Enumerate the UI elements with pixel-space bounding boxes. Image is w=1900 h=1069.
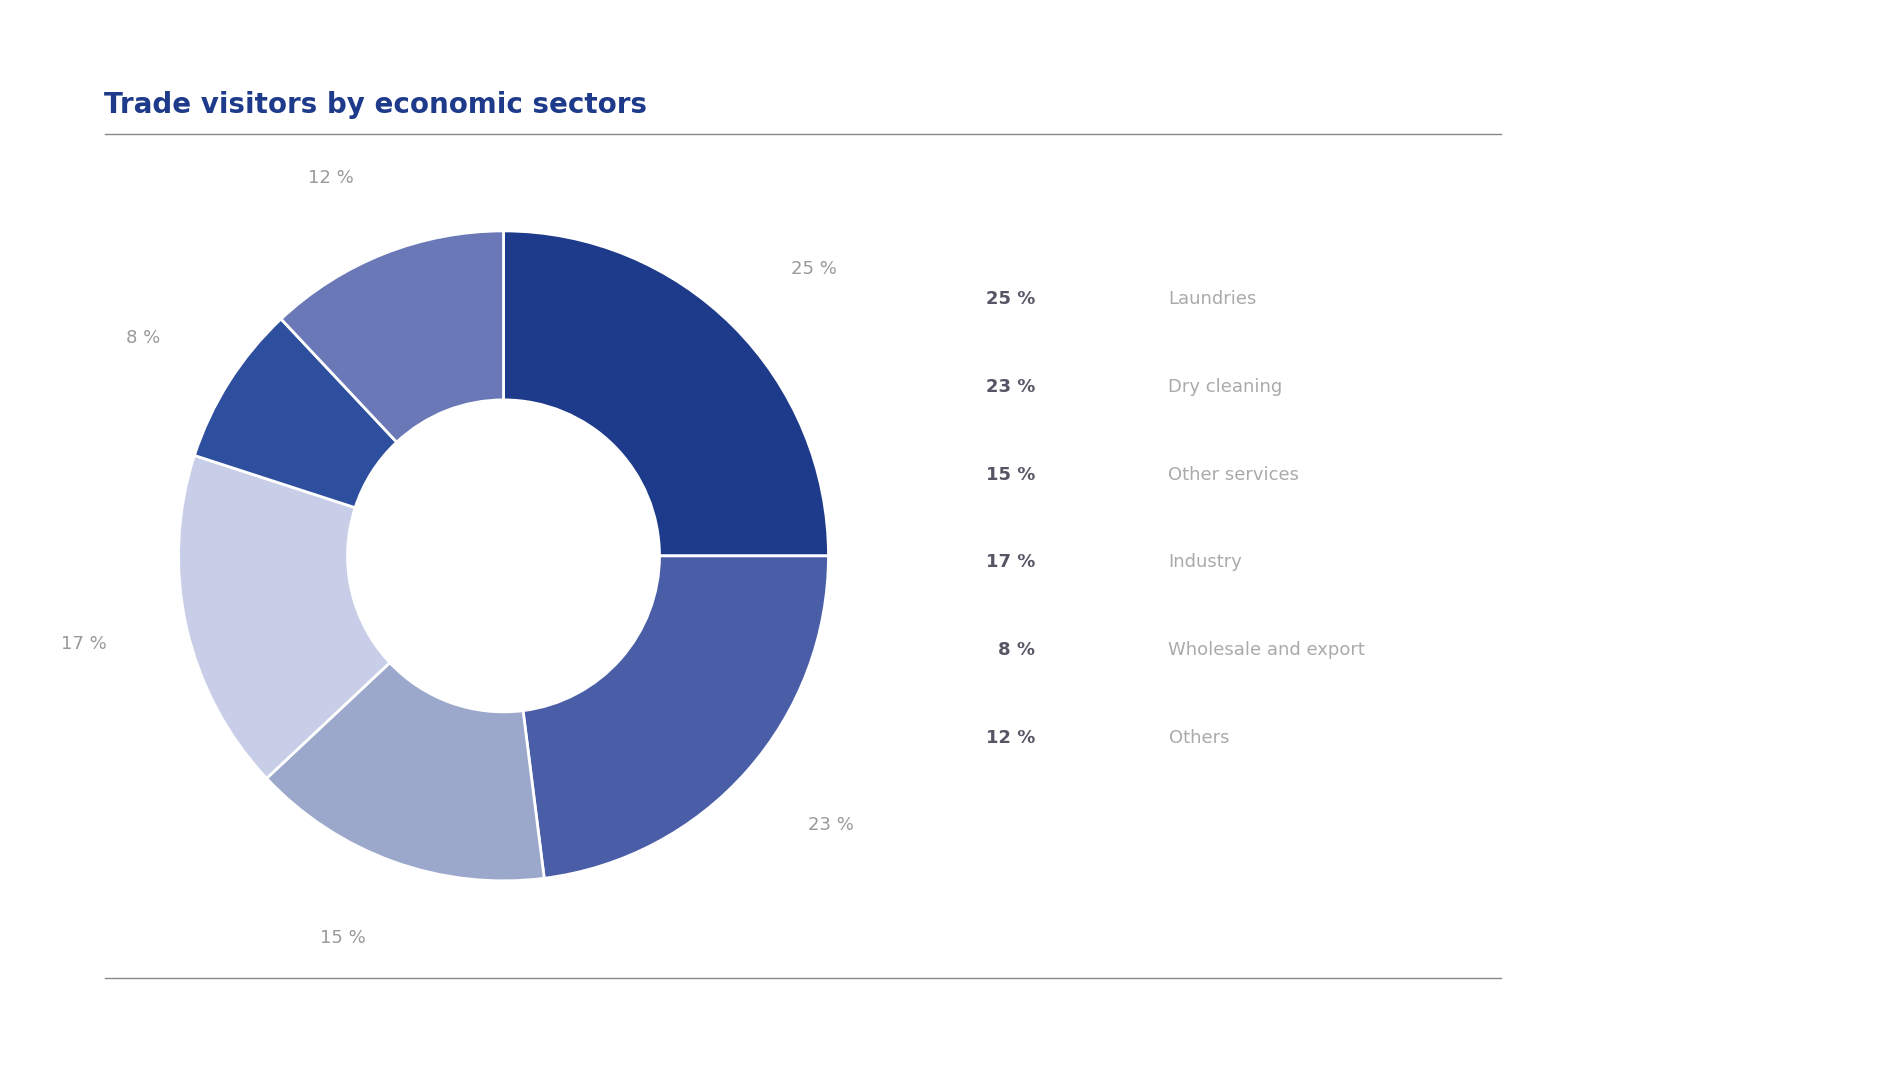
Wedge shape <box>179 455 390 778</box>
Text: 17 %: 17 % <box>61 635 106 653</box>
Text: 8 %: 8 % <box>999 641 1036 659</box>
Text: 17 %: 17 % <box>986 554 1036 571</box>
Text: Other services: Other services <box>1168 466 1300 483</box>
Text: 25 %: 25 % <box>790 260 836 278</box>
Wedge shape <box>281 231 504 443</box>
Wedge shape <box>266 663 543 881</box>
Text: 15 %: 15 % <box>986 466 1036 483</box>
Wedge shape <box>522 556 828 879</box>
Text: 15 %: 15 % <box>319 929 367 947</box>
Text: Industry: Industry <box>1168 554 1243 571</box>
Text: Laundries: Laundries <box>1168 291 1258 308</box>
Text: 12 %: 12 % <box>308 169 353 187</box>
Text: Dry cleaning: Dry cleaning <box>1168 378 1282 396</box>
Text: Trade visitors by economic sectors: Trade visitors by economic sectors <box>104 91 648 119</box>
Text: 12 %: 12 % <box>986 729 1036 746</box>
Text: Others: Others <box>1168 729 1229 746</box>
Wedge shape <box>194 319 397 508</box>
Text: Wholesale and export: Wholesale and export <box>1168 641 1366 659</box>
Text: 25 %: 25 % <box>986 291 1036 308</box>
Text: 23 %: 23 % <box>808 816 855 834</box>
Text: 23 %: 23 % <box>986 378 1036 396</box>
Wedge shape <box>504 231 828 556</box>
Text: 8 %: 8 % <box>125 329 160 347</box>
